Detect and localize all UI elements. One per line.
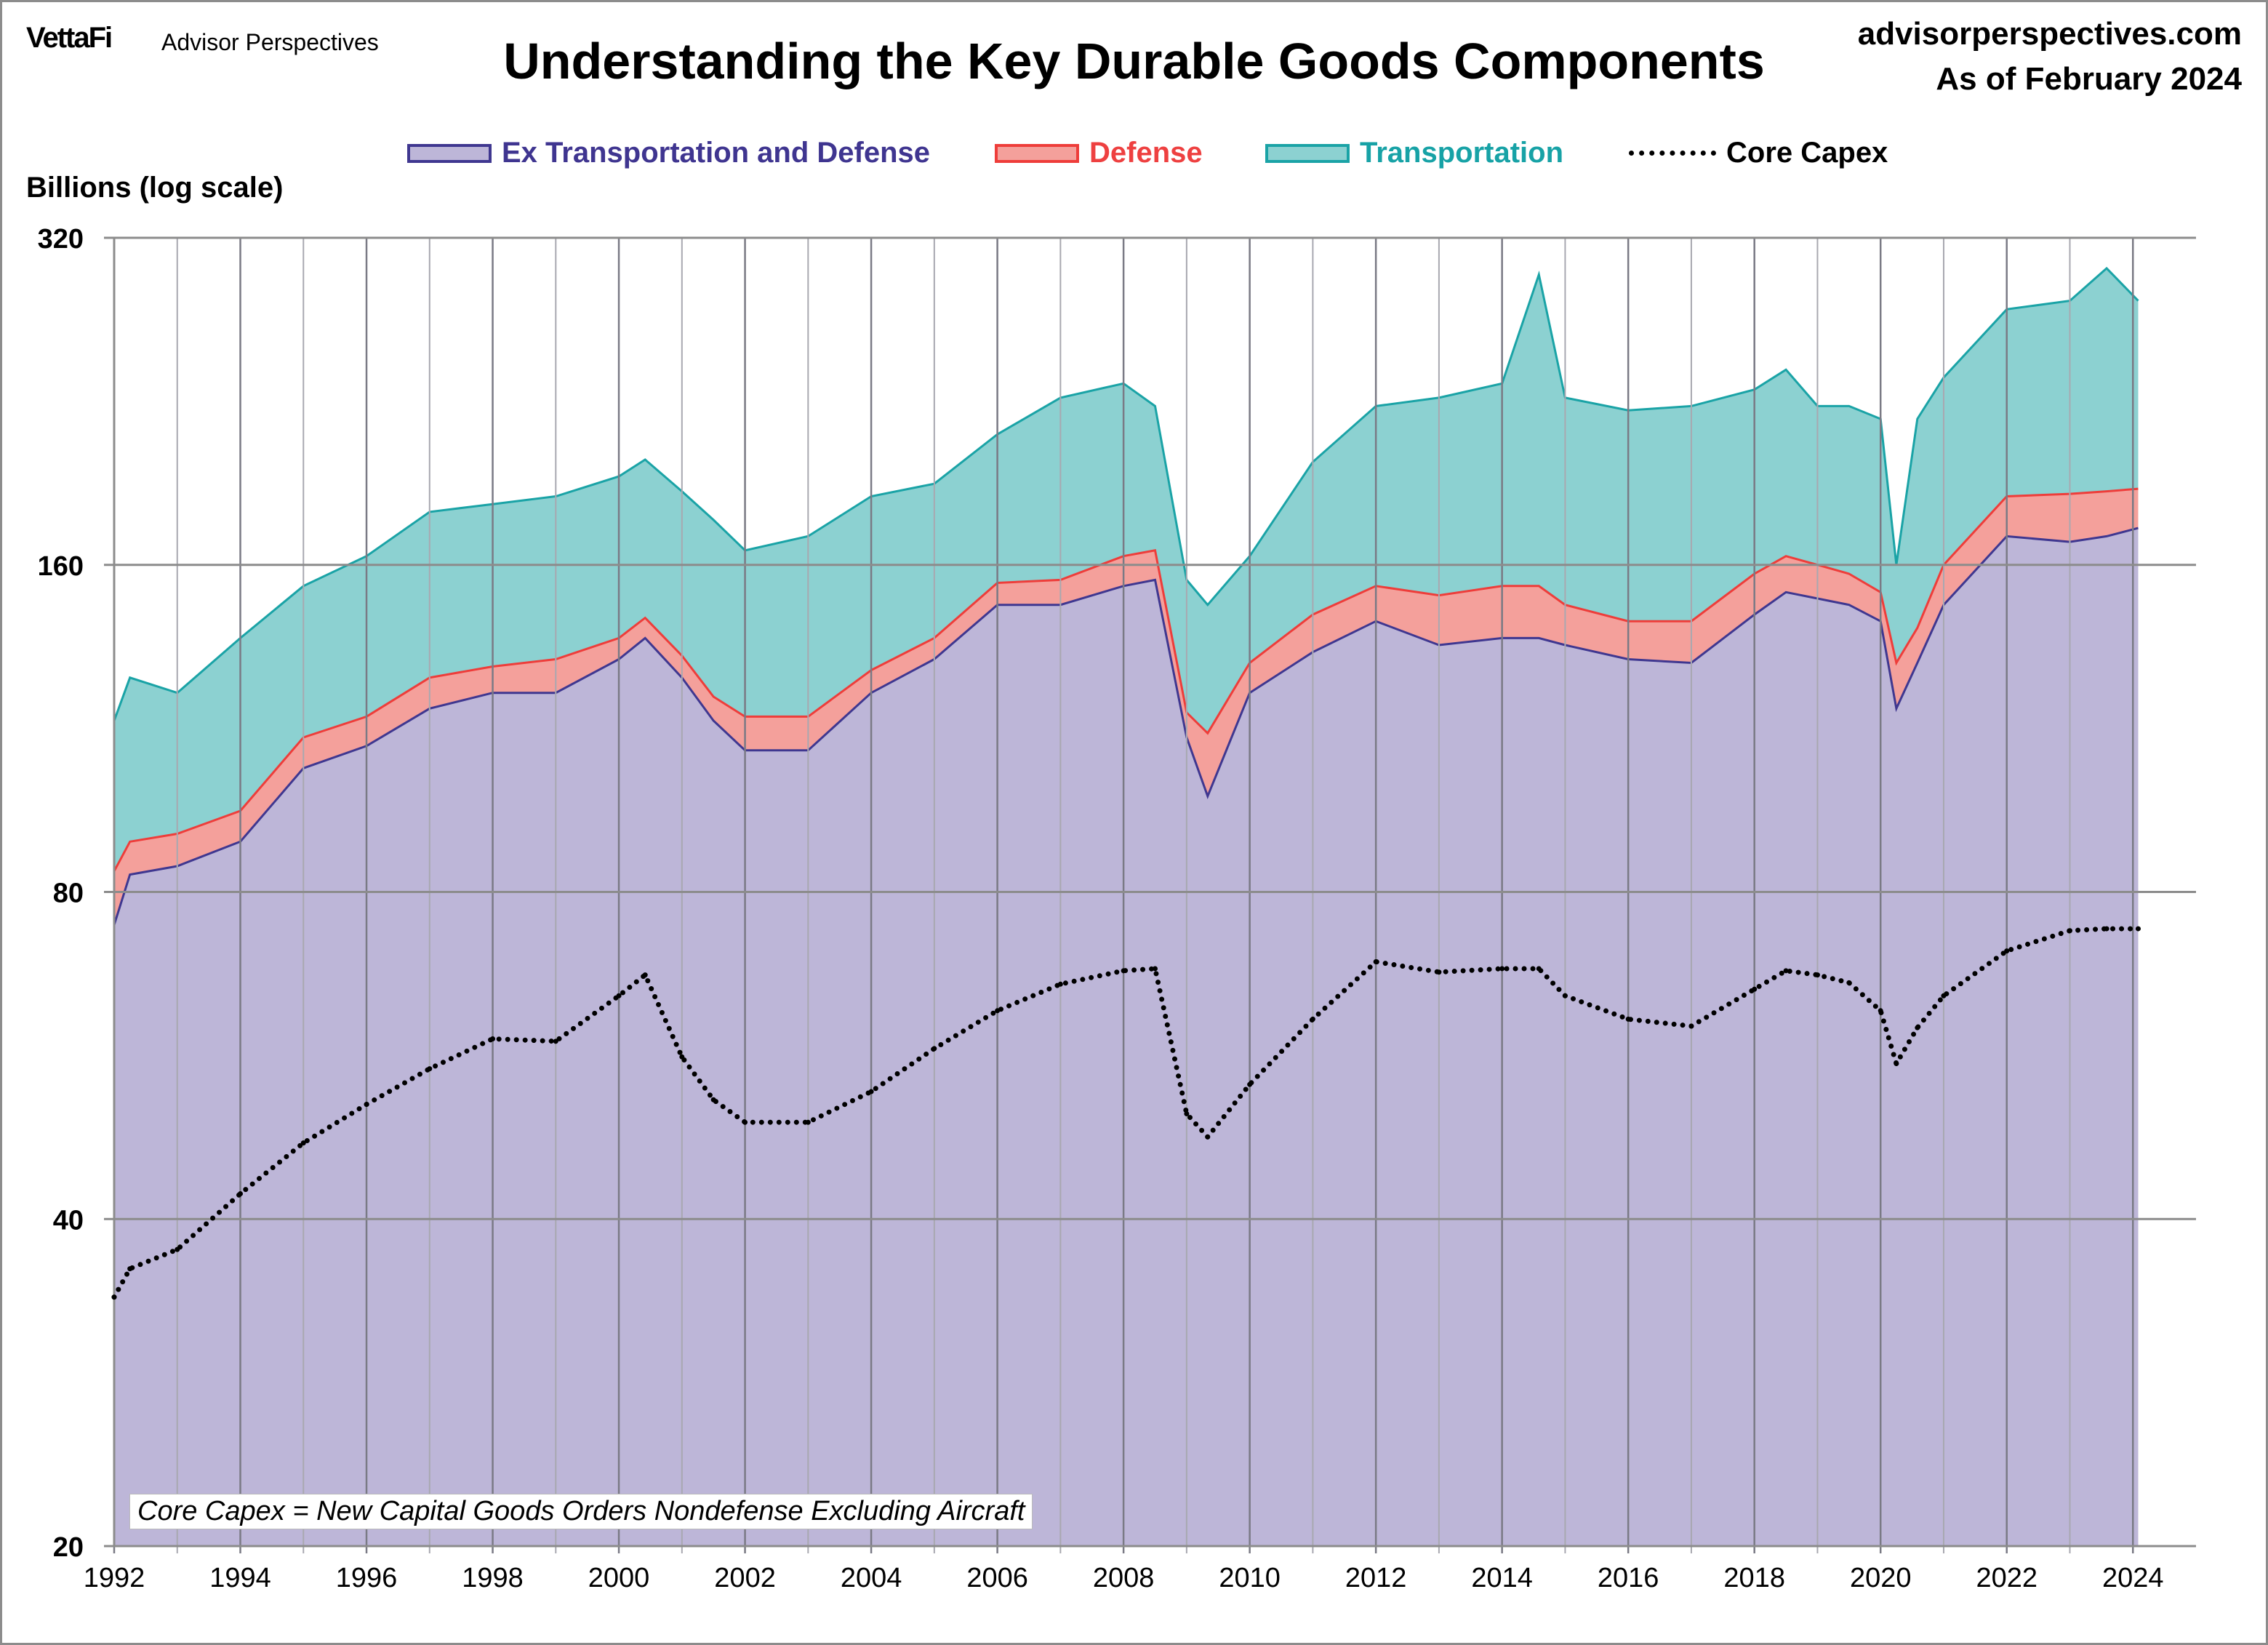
core-capex-point bbox=[2067, 928, 2072, 934]
x-tick-label: 2010 bbox=[1219, 1563, 1281, 1593]
x-tick-label: 2012 bbox=[1345, 1563, 1407, 1593]
y-tick-label: 160 bbox=[38, 551, 84, 582]
core-capex-point bbox=[616, 993, 622, 998]
core-capex-point bbox=[111, 1294, 117, 1300]
logo-subtitle: Advisor Perspectives bbox=[161, 29, 379, 55]
series-ex-transportation-defense-fill bbox=[114, 528, 2139, 1546]
legend-swatch bbox=[1265, 143, 1350, 163]
core-capex-point bbox=[1436, 969, 1442, 975]
legend-swatch bbox=[995, 143, 1079, 163]
x-tick-label: 1994 bbox=[209, 1563, 271, 1593]
core-capex-point bbox=[931, 1046, 937, 1052]
core-capex-point bbox=[995, 1008, 1001, 1014]
x-tick-label: 1996 bbox=[336, 1563, 398, 1593]
core-capex-point bbox=[710, 1097, 716, 1102]
core-capex-point bbox=[1894, 1061, 1899, 1067]
core-capex-point bbox=[642, 972, 648, 978]
core-capex-point bbox=[1310, 1016, 1315, 1022]
legend-label: Transportation bbox=[1360, 137, 1564, 169]
x-tick-label: 2024 bbox=[2102, 1563, 2164, 1593]
x-tick-label: 2020 bbox=[1850, 1563, 1912, 1593]
x-tick-label: 2006 bbox=[966, 1563, 1028, 1593]
core-capex-point bbox=[742, 1119, 748, 1125]
series-transportation-line bbox=[113, 266, 2139, 721]
x-tick-label: 2004 bbox=[841, 1563, 902, 1593]
legend-label: Ex Transportation and Defense bbox=[502, 137, 931, 169]
core-capex-point bbox=[1941, 993, 1947, 998]
core-capex-point bbox=[1184, 1110, 1190, 1116]
core-capex-point bbox=[553, 1038, 558, 1044]
y-tick-label: 40 bbox=[53, 1205, 84, 1236]
y-tick-label: 320 bbox=[38, 224, 84, 255]
x-tick-label: 2018 bbox=[1723, 1563, 1785, 1593]
core-capex-point bbox=[238, 1191, 244, 1197]
site-url: advisorperspectives.com bbox=[1857, 16, 2242, 52]
core-capex-point bbox=[1536, 966, 1542, 972]
series-core-capex bbox=[111, 926, 2141, 1300]
vettafi-logo: VettaFi bbox=[26, 22, 113, 54]
core-capex-point bbox=[1499, 966, 1505, 972]
legend-transportation: Transportation bbox=[1265, 137, 1563, 169]
core-capex-point bbox=[1783, 968, 1789, 974]
legend-label: Defense bbox=[1089, 137, 1203, 169]
x-tick-label: 2000 bbox=[588, 1563, 650, 1593]
x-tick-label: 1992 bbox=[84, 1563, 145, 1593]
core-capex-point bbox=[1205, 1134, 1211, 1140]
legend-core-capex: Core Capex bbox=[1629, 137, 1888, 169]
series-ex-transportation-defense-line bbox=[113, 527, 2139, 926]
y-axis-label: Billions (log scale) bbox=[26, 172, 284, 204]
core-capex-point bbox=[1153, 966, 1158, 972]
core-capex-note: Core Capex = New Capital Goods Orders No… bbox=[129, 1494, 1033, 1529]
y-tick-label: 20 bbox=[53, 1532, 84, 1563]
legend-swatch bbox=[407, 143, 492, 163]
core-capex-point bbox=[2135, 926, 2141, 932]
core-capex-point bbox=[1057, 981, 1063, 987]
core-capex-point bbox=[1121, 968, 1126, 974]
core-capex-point bbox=[490, 1036, 496, 1041]
core-capex-point bbox=[1562, 993, 1568, 998]
chart-title: Understanding the Key Durable Goods Comp… bbox=[503, 33, 1765, 89]
core-capex-point bbox=[1814, 972, 1820, 978]
x-tick-label: 1998 bbox=[462, 1563, 524, 1593]
as-of-date: As of February 2024 bbox=[1936, 61, 2242, 97]
x-tick-label: 2002 bbox=[714, 1563, 776, 1593]
x-tick-label: 2008 bbox=[1093, 1563, 1155, 1593]
core-capex-point bbox=[1688, 1023, 1694, 1029]
legend-ex-transportation-defense: Ex Transportation and Defense bbox=[407, 137, 930, 169]
core-capex-point bbox=[300, 1140, 306, 1146]
core-capex-point bbox=[2004, 948, 2010, 954]
core-capex-point bbox=[427, 1066, 433, 1072]
core-capex-point bbox=[2104, 926, 2109, 932]
legend-label: Core Capex bbox=[1726, 137, 1888, 169]
series-defense-line bbox=[113, 487, 2139, 872]
core-capex-point bbox=[1878, 1008, 1883, 1014]
core-capex-point bbox=[1846, 980, 1852, 985]
core-capex-point bbox=[1625, 1016, 1631, 1022]
x-tick-label: 2014 bbox=[1471, 1563, 1533, 1593]
core-capex-point bbox=[1915, 1025, 1920, 1030]
core-capex-point bbox=[175, 1246, 180, 1252]
y-tick-label: 80 bbox=[53, 878, 84, 909]
core-capex-point bbox=[1247, 1081, 1253, 1087]
core-capex-point bbox=[805, 1119, 811, 1125]
x-tick-label: 2022 bbox=[1976, 1563, 2037, 1593]
core-capex-point bbox=[1752, 986, 1758, 992]
core-capex-point bbox=[1373, 958, 1379, 964]
core-capex-point bbox=[364, 1102, 369, 1108]
core-capex-point bbox=[868, 1089, 874, 1094]
legend-defense: Defense bbox=[995, 137, 1203, 169]
core-capex-point bbox=[679, 1054, 685, 1060]
core-capex-point bbox=[127, 1266, 133, 1272]
legend-dotted-line bbox=[1629, 151, 1716, 156]
x-tick-label: 2016 bbox=[1598, 1563, 1659, 1593]
